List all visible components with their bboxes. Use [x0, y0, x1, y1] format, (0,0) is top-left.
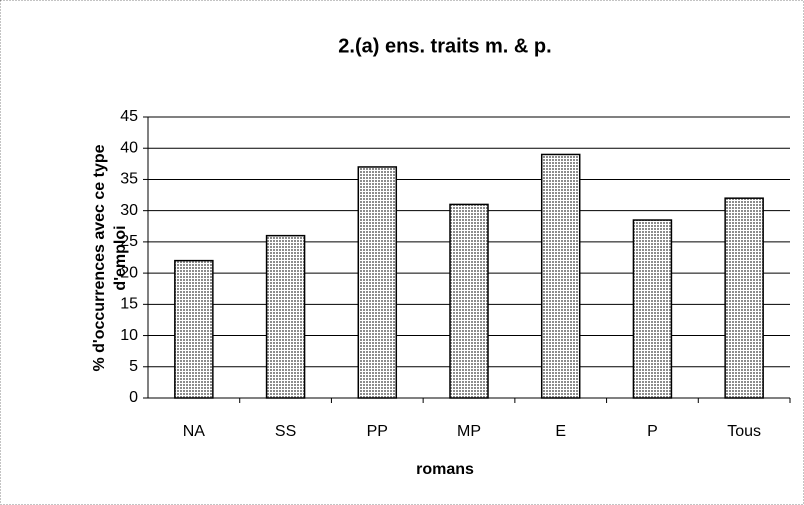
bar	[632, 219, 673, 399]
y-tick-label: 5	[129, 358, 138, 375]
y-tick-label: 0	[129, 389, 138, 406]
x-axis-title: romans	[416, 461, 474, 478]
y-tick-label: 45	[120, 108, 138, 125]
x-tick-label: SS	[275, 423, 296, 440]
bar	[449, 203, 489, 399]
bar	[540, 153, 581, 399]
x-tick-label: PP	[367, 423, 388, 440]
y-tick-label: 20	[120, 264, 138, 281]
x-tick-label: E	[555, 423, 566, 440]
y-tick-label: 10	[120, 327, 138, 344]
bar	[265, 234, 306, 399]
y-tick-label: 40	[120, 139, 138, 156]
x-tick-label: MP	[457, 423, 481, 440]
bar	[174, 259, 214, 399]
y-tick-label: 25	[120, 233, 138, 250]
y-axis-title: d'emploi	[112, 225, 129, 290]
bar	[724, 197, 764, 399]
x-tick-label: NA	[183, 423, 206, 440]
y-tick-label: 30	[120, 202, 138, 219]
chart-title: 2.(a) ens. traits m. & p.	[338, 35, 551, 57]
y-tick-label: 35	[120, 171, 138, 188]
bar	[357, 166, 398, 399]
x-tick-label: P	[647, 423, 658, 440]
y-axis-title: % d'occurrences avec ce type	[91, 144, 108, 371]
x-tick-label: Tous	[727, 423, 761, 440]
y-tick-label: 15	[120, 296, 138, 313]
